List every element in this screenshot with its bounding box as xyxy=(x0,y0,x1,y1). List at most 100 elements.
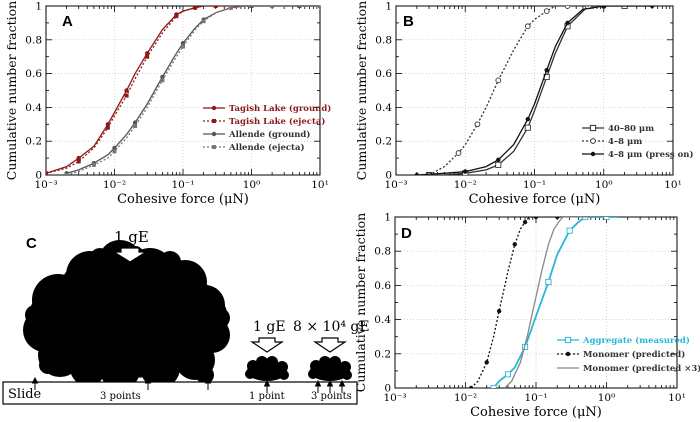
data-point xyxy=(213,6,218,8)
contact-arrow-head xyxy=(263,379,271,387)
x-tick-label: 10⁻² xyxy=(454,392,477,404)
y-axis-label: Cumulative number fraction xyxy=(4,1,19,180)
data-point xyxy=(496,157,501,162)
legend-label: 40–80 μm xyxy=(608,124,654,134)
legend-marker xyxy=(590,138,596,144)
data-point xyxy=(504,371,511,378)
data-point xyxy=(545,278,552,286)
data-point xyxy=(543,8,550,14)
plot-area xyxy=(468,217,619,388)
y-tick-label: 0.8 xyxy=(374,246,391,258)
ticks xyxy=(45,5,321,176)
data-point xyxy=(112,145,117,151)
panel-d: 10⁻³ 10⁻² 10⁻¹ 10⁰ 10¹ 0 0.2 0.4 0.6 0.8 1 Cohesive… xyxy=(353,212,700,421)
series-line xyxy=(66,6,320,175)
x-tick-label: 10⁻¹ xyxy=(524,392,547,404)
force-arrow-large xyxy=(111,247,149,263)
x-tick-label: 10⁻² xyxy=(454,179,477,191)
data-point xyxy=(160,78,165,83)
y-tick-label: 0.6 xyxy=(25,68,42,80)
plot-area xyxy=(414,6,655,175)
panel-label: D xyxy=(401,225,412,242)
data-point xyxy=(621,6,628,10)
y-axis-label: Cumulative number fraction xyxy=(354,1,369,180)
x-tick-label: 10⁻³ xyxy=(34,179,57,191)
data-point xyxy=(565,20,570,26)
x-tick-label: 10⁻³ xyxy=(383,392,406,404)
y-tick-label: 0.6 xyxy=(374,280,391,292)
x-tick-label: 10⁻² xyxy=(103,179,126,191)
legend-label: Allende (ejecta) xyxy=(228,142,305,153)
series-line xyxy=(428,6,604,175)
x-tick-label: 10⁻³ xyxy=(384,179,407,191)
x-tick-label: 10⁰ xyxy=(598,392,616,404)
plot-area xyxy=(46,6,320,175)
legend-label: 4–8 μm xyxy=(608,137,642,147)
data-point xyxy=(601,6,606,9)
data-point xyxy=(555,217,560,220)
data-point xyxy=(512,242,517,247)
panel-b: 10⁻³ 10⁻² 10⁻¹ 10⁰ 10¹ 0 0.2 0.4 0.6 0.8 1 Cohesive… xyxy=(354,1,693,208)
data-point xyxy=(181,44,185,49)
x-tick-label: 10¹ xyxy=(668,392,686,404)
y-tick-label: 1 xyxy=(35,1,42,13)
ticks xyxy=(394,216,678,389)
data-point xyxy=(201,19,206,24)
force-label-small-b: 8 × 10⁴ gE xyxy=(293,319,370,335)
y-tick-label: 0.6 xyxy=(375,68,392,80)
legend-label: Tagish Lake (ground) xyxy=(229,103,331,114)
y-tick-label: 0 xyxy=(384,383,391,395)
legend: 40–80 μm 4–8 μm 4–8 μm (press on) xyxy=(582,124,693,160)
data-point xyxy=(455,150,462,156)
data-point xyxy=(105,122,111,127)
large-aggregate xyxy=(23,240,230,390)
y-axis-label: Cumulative number fraction xyxy=(353,213,368,392)
points-label-small: 1 point xyxy=(249,391,285,402)
data-point xyxy=(525,117,530,122)
data-point xyxy=(649,6,655,9)
data-point xyxy=(524,23,531,30)
data-point xyxy=(105,125,110,130)
data-point xyxy=(564,6,571,9)
data-point xyxy=(318,6,320,8)
force-arrow-small xyxy=(250,337,284,353)
data-point xyxy=(544,68,549,73)
y-tick-label: 0.2 xyxy=(25,136,42,148)
legend-marker xyxy=(564,336,572,344)
data-point xyxy=(145,54,150,59)
data-point xyxy=(76,155,81,161)
x-tick-label: 10⁻¹ xyxy=(523,179,546,191)
series-line xyxy=(46,6,320,174)
legend-marker xyxy=(565,351,571,357)
series-line xyxy=(429,6,653,175)
contact-arrow-head xyxy=(314,379,322,387)
data-point xyxy=(524,124,531,131)
data-point xyxy=(474,121,481,128)
data-point xyxy=(174,14,179,19)
y-tick-label: 0.4 xyxy=(375,102,392,114)
gridlines xyxy=(394,216,678,388)
legend-label: Allende (ground) xyxy=(228,129,310,140)
data-point xyxy=(76,159,81,164)
contact-arrow-head xyxy=(204,376,212,384)
x-tick-label: 10¹ xyxy=(664,179,682,191)
legend-marker xyxy=(211,105,217,111)
data-point xyxy=(566,227,573,234)
x-axis-label: Cohesive force (μN) xyxy=(117,192,249,207)
data-point xyxy=(112,149,117,154)
data-point xyxy=(228,6,233,10)
data-point xyxy=(180,40,186,46)
y-tick-label: 0 xyxy=(35,170,42,182)
series-line xyxy=(492,217,619,388)
data-point xyxy=(463,169,468,174)
y-tick-label: 0.8 xyxy=(375,34,392,46)
panel-label: A xyxy=(62,13,73,30)
data-point xyxy=(160,74,165,80)
legend-marker xyxy=(212,145,216,149)
points-label-small-b: 3 points xyxy=(311,391,352,402)
y-tick-label: 0 xyxy=(385,170,392,182)
x-axis-label: Cohesive force (μN) xyxy=(469,192,601,207)
legend-label: 4–8 μm (press on) xyxy=(608,149,693,160)
series-line xyxy=(46,6,320,174)
